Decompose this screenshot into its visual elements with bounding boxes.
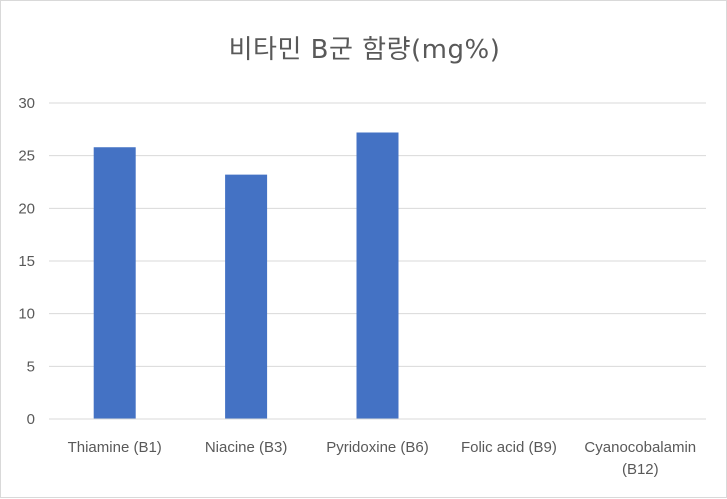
y-tick-label: 15 xyxy=(18,253,35,270)
y-tick-label: 5 xyxy=(27,358,35,375)
y-tick-label: 0 xyxy=(27,411,35,428)
y-tick-label: 25 xyxy=(18,148,35,165)
x-tick-label: (B12) xyxy=(622,461,659,478)
y-tick-label: 20 xyxy=(18,200,35,217)
y-tick-label: 30 xyxy=(18,95,35,112)
y-tick-label: 10 xyxy=(18,306,35,323)
x-tick-label: Folic acid (B9) xyxy=(461,439,557,456)
x-tick-label: Cyanocobalamin xyxy=(584,439,696,456)
bar xyxy=(93,147,136,420)
x-tick-label: Niacine (B3) xyxy=(205,439,288,456)
bar xyxy=(356,132,399,419)
x-tick-label: Thiamine (B1) xyxy=(68,439,162,456)
chart-title: 비타민 B군 함량(mg%) xyxy=(228,35,501,65)
x-tick-label: Pyridoxine (B6) xyxy=(326,439,429,456)
bar xyxy=(225,174,268,419)
